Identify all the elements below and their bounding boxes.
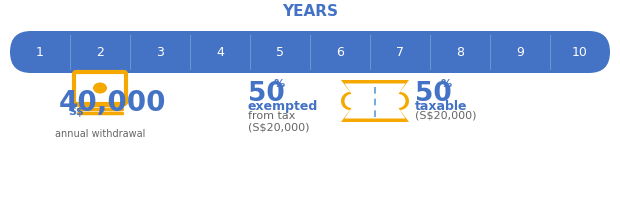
Text: 2: 2 bbox=[96, 46, 104, 58]
Text: 50: 50 bbox=[415, 81, 452, 107]
Text: 10: 10 bbox=[572, 46, 588, 58]
Text: %: % bbox=[441, 79, 452, 89]
Text: 8: 8 bbox=[456, 46, 464, 58]
Text: 5: 5 bbox=[276, 46, 284, 58]
Text: (S$20,000): (S$20,000) bbox=[415, 111, 477, 121]
Text: from tax: from tax bbox=[248, 111, 295, 121]
Text: S$: S$ bbox=[68, 107, 84, 117]
Text: (S$20,000): (S$20,000) bbox=[248, 122, 309, 132]
Text: 40,000: 40,000 bbox=[58, 89, 166, 117]
Polygon shape bbox=[341, 80, 409, 122]
Text: annual withdrawal: annual withdrawal bbox=[55, 129, 145, 139]
Text: 4: 4 bbox=[216, 46, 224, 58]
FancyBboxPatch shape bbox=[74, 72, 126, 104]
Text: taxable: taxable bbox=[415, 100, 467, 113]
Text: %: % bbox=[274, 79, 285, 89]
Text: 1: 1 bbox=[36, 46, 44, 58]
Text: YEARS: YEARS bbox=[282, 4, 338, 19]
Text: 7: 7 bbox=[396, 46, 404, 58]
Text: 9: 9 bbox=[516, 46, 524, 58]
Text: 6: 6 bbox=[336, 46, 344, 58]
FancyBboxPatch shape bbox=[10, 31, 610, 73]
Text: 50: 50 bbox=[248, 81, 285, 107]
Text: exempted: exempted bbox=[248, 100, 318, 113]
Text: 3: 3 bbox=[156, 46, 164, 58]
Ellipse shape bbox=[93, 83, 107, 93]
Polygon shape bbox=[345, 84, 405, 119]
